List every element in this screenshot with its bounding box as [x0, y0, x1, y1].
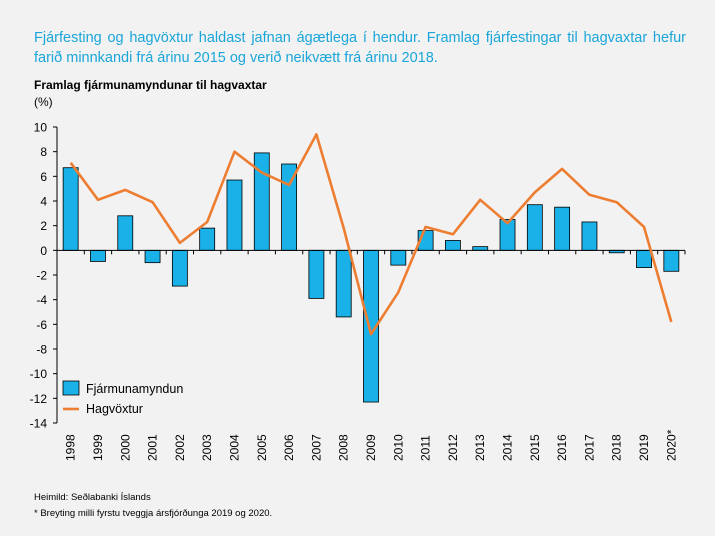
bar-2016 — [554, 206, 571, 251]
x-tick-label: 1999 — [91, 434, 105, 461]
x-tick-label: 2018 — [610, 434, 624, 461]
bar-2010 — [390, 249, 407, 266]
y-tick-label: 8 — [40, 145, 47, 159]
legend: Fjármunamyndun Hagvöxtur — [62, 380, 183, 416]
bar-2020 — [663, 249, 680, 272]
bar-2017 — [581, 221, 598, 251]
zero-axis — [56, 249, 686, 255]
legend-swatch-fjarmunamyndun — [62, 380, 80, 396]
bar-series — [62, 152, 680, 403]
x-tick-label: 2015 — [528, 434, 542, 461]
source-note: Heimild: Seðlabanki Íslands — [34, 492, 151, 503]
x-tick-label: 2008 — [337, 434, 351, 461]
chart-unit: (%) — [34, 95, 53, 109]
x-tick-label: 2016 — [555, 434, 569, 461]
x-tick-label: 2020* — [664, 429, 678, 461]
bar-2013 — [472, 246, 489, 251]
x-tick-label: 2010 — [391, 434, 405, 461]
chart-title: Framlag fjármunamyndunar til hagvaxtar — [34, 78, 267, 92]
bar-2019 — [636, 249, 652, 268]
line-series — [69, 133, 673, 336]
headline: Fjárfesting og hagvöxtur haldast jafnan … — [34, 30, 686, 66]
y-tick-label: 10 — [34, 121, 48, 135]
y-tick-label: 4 — [40, 195, 47, 209]
bar-2008 — [335, 249, 352, 318]
x-tick-label: 2017 — [582, 434, 596, 461]
x-tick-label: 2009 — [364, 434, 378, 461]
x-tick-label: 2000 — [118, 434, 132, 461]
y-axis: -14 -12 -10 -8 -6 -4 -2 0 2 4 6 8 10 — [30, 121, 58, 431]
y-tick-label: -10 — [30, 367, 48, 381]
y-tick-label: -4 — [36, 293, 47, 307]
bar-2015 — [526, 204, 543, 251]
bar-2004 — [226, 179, 243, 251]
x-tick-label: 2007 — [309, 434, 323, 461]
bar-2002 — [171, 249, 188, 287]
x-tick-label: 2006 — [282, 434, 296, 461]
bar-2003 — [199, 227, 216, 251]
bar-1998 — [62, 167, 79, 251]
x-tick-label: 2005 — [255, 434, 269, 461]
y-tick-label: 6 — [40, 170, 47, 184]
footnote: * Breyting milli fyrstu tveggja ársfjórð… — [34, 508, 273, 519]
x-tick-label: 2001 — [146, 434, 160, 461]
legend-label-hagvoxtur: Hagvöxtur — [86, 402, 143, 416]
x-tick-label: 2004 — [227, 434, 241, 461]
y-tick-label: -12 — [30, 392, 48, 406]
y-tick-label: -8 — [36, 343, 47, 357]
bar-2000 — [117, 215, 134, 251]
x-tick-label: 2019 — [637, 434, 651, 461]
x-axis-labels: 1998 1999 2000 2001 2002 2003 2004 2005 2006 2007… — [64, 429, 679, 461]
y-tick-label: -6 — [36, 318, 47, 332]
y-tick-label: -14 — [30, 417, 48, 431]
y-tick-label: -2 — [36, 269, 47, 283]
line-hagvoxtur — [69, 133, 673, 336]
bar-2007 — [308, 249, 325, 299]
x-tick-label: 2012 — [446, 434, 460, 461]
bar-2012 — [445, 240, 461, 251]
x-tick-label: 2003 — [200, 434, 214, 461]
y-tick-label: 2 — [40, 219, 47, 233]
bar-2001 — [144, 249, 161, 264]
x-tick-label: 1998 — [64, 434, 78, 461]
x-tick-label: 2013 — [473, 434, 487, 461]
legend-label-fjarmunamyndun: Fjármunamyndun — [86, 382, 183, 396]
x-tick-label: 2002 — [173, 434, 187, 461]
x-tick-label: 2011 — [419, 435, 433, 461]
y-tick-label: 0 — [40, 244, 47, 258]
bar-1999 — [90, 249, 106, 262]
x-tick-label: 2014 — [501, 434, 515, 461]
